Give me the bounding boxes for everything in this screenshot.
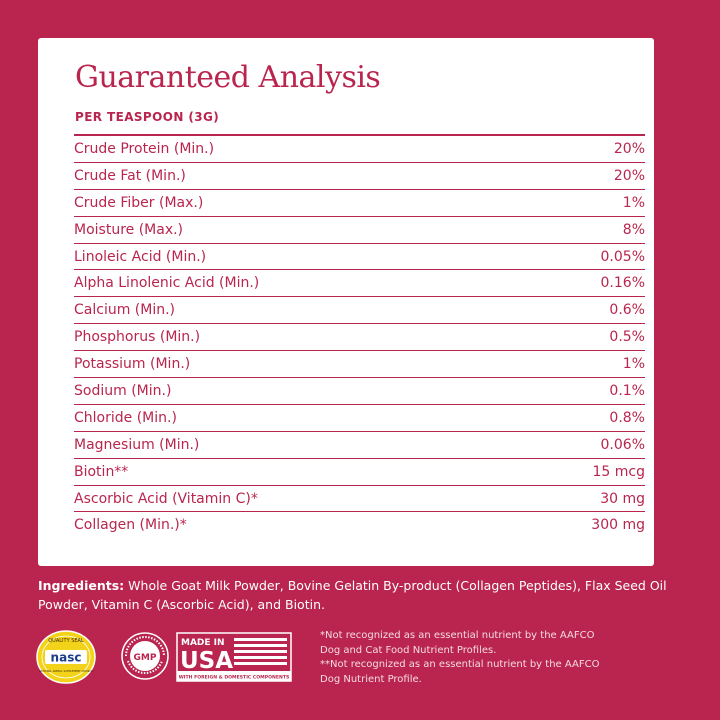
nutrient-name: Linoleic Acid (Min.)	[74, 248, 207, 265]
nutrient-name: Ascorbic Acid (Vitamin C)*	[74, 490, 258, 507]
nutrient-value: 0.1%	[609, 382, 645, 399]
nutrient-name: Crude Fiber (Max.)	[74, 194, 204, 211]
nutrient-value: 20%	[613, 140, 645, 157]
table-row: Sodium (Min.) 0.1%	[74, 378, 645, 405]
nutrient-name: Chloride (Min.)	[74, 409, 177, 426]
nutrient-name: Crude Fat (Min.)	[74, 167, 186, 184]
table-row: Ascorbic Acid (Vitamin C)* 30 mg	[74, 486, 645, 513]
table-row: Crude Fat (Min.) 20%	[74, 163, 645, 190]
nutrient-value: 0.5%	[609, 329, 645, 346]
nutrient-name: Crude Protein (Min.)	[74, 140, 215, 157]
table-row: Phosphorus (Min.) 0.5%	[74, 324, 645, 352]
nutrient-value: 300 mg	[591, 517, 645, 534]
nutrient-name: Biotin**	[74, 463, 129, 480]
table-row: Chloride (Min.) 0.8%	[74, 405, 645, 432]
nutrient-name: Calcium (Min.)	[74, 302, 176, 319]
nutrient-value: 15 mcg	[592, 463, 646, 480]
nutrient-value: 0.6%	[609, 302, 645, 319]
nutrient-name: Moisture (Max.)	[74, 221, 184, 238]
nasc-top-text: QUALITY SEAL	[48, 638, 84, 644]
nutrient-value: 0.06%	[600, 436, 645, 453]
table-row: Calcium (Min.) 0.6%	[74, 297, 645, 325]
nutrient-value: 0.05%	[600, 248, 645, 265]
footnote-line: Dog and Cat Food Nutrient Profiles.	[320, 644, 497, 656]
table-row: Potassium (Min.) 1%	[74, 351, 645, 379]
made-in-usa-badge: MADE IN USA WITH FOREIGN & DOMESTIC COMP…	[176, 632, 292, 682]
serving-size-label: PER TEASPOON (3G)	[75, 110, 220, 124]
analysis-card: Guaranteed Analysis PER TEASPOON (3G) Cr…	[38, 38, 654, 566]
nutrient-value: 8%	[622, 221, 645, 238]
footnote-line: *Not recognized as an essential nutrient…	[320, 630, 595, 641]
table-row: Magnesium (Min.) 0.06%	[74, 432, 645, 459]
nutrient-name: Magnesium (Min.)	[74, 436, 200, 453]
table-row: Moisture (Max.) 8%	[74, 217, 645, 244]
ingredients-label: Ingredients:	[38, 578, 125, 593]
gmp-seal-icon: GMP	[121, 632, 169, 680]
table-row: Collagen (Min.)* 300 mg	[74, 512, 645, 538]
nasc-main-text: nasc	[51, 651, 82, 665]
page-title: Guaranteed Analysis	[75, 60, 381, 95]
nutrient-name: Phosphorus (Min.)	[74, 329, 201, 346]
usa-text: USA	[180, 648, 233, 674]
table-row: Crude Protein (Min.) 20%	[74, 136, 645, 163]
footnote-line: **Not recognized as an essential nutrien…	[320, 659, 600, 670]
nutrient-name: Potassium (Min.)	[74, 356, 191, 373]
table-row: Biotin** 15 mcg	[74, 459, 645, 486]
usa-components-text: WITH FOREIGN & DOMESTIC COMPONENTS	[179, 675, 290, 681]
nutrient-name: Collagen (Min.)*	[74, 517, 187, 534]
nutrient-value: 30 mg	[600, 490, 645, 507]
nasc-seal-icon: QUALITY SEAL nasc NATIONAL ANIMAL SUPPLE…	[36, 630, 96, 684]
table-row: Crude Fiber (Max.) 1%	[74, 190, 645, 217]
table-row: Alpha Linolenic Acid (Min.) 0.16%	[74, 270, 645, 298]
nutrient-value: 0.16%	[600, 275, 645, 292]
nutrient-value: 0.8%	[609, 409, 645, 426]
flag-stripes-icon	[234, 638, 287, 665]
gmp-main-text: GMP	[134, 653, 157, 663]
nutrient-value: 20%	[613, 167, 645, 184]
table-row: Linoleic Acid (Min.) 0.05%	[74, 244, 645, 271]
ingredients-text: Ingredients: Whole Goat Milk Powder, Bov…	[38, 576, 678, 614]
ingredients-list: Whole Goat Milk Powder, Bovine Gelatin B…	[38, 578, 667, 612]
nutrient-name: Alpha Linolenic Acid (Min.)	[74, 275, 260, 292]
usa-made-in-text: MADE IN	[181, 638, 225, 648]
nasc-bottom-text: NATIONAL ANIMAL SUPPLEMENT COUNCIL	[39, 669, 94, 673]
footnotes: *Not recognized as an essential nutrient…	[320, 629, 680, 687]
nutrient-value: 1%	[622, 194, 645, 211]
nutrient-name: Sodium (Min.)	[74, 382, 172, 399]
footnote-line: Dog Nutrient Profile.	[320, 673, 422, 685]
analysis-table: Crude Protein (Min.) 20% Crude Fat (Min.) 2…	[74, 134, 645, 538]
nutrient-value: 1%	[622, 356, 645, 373]
